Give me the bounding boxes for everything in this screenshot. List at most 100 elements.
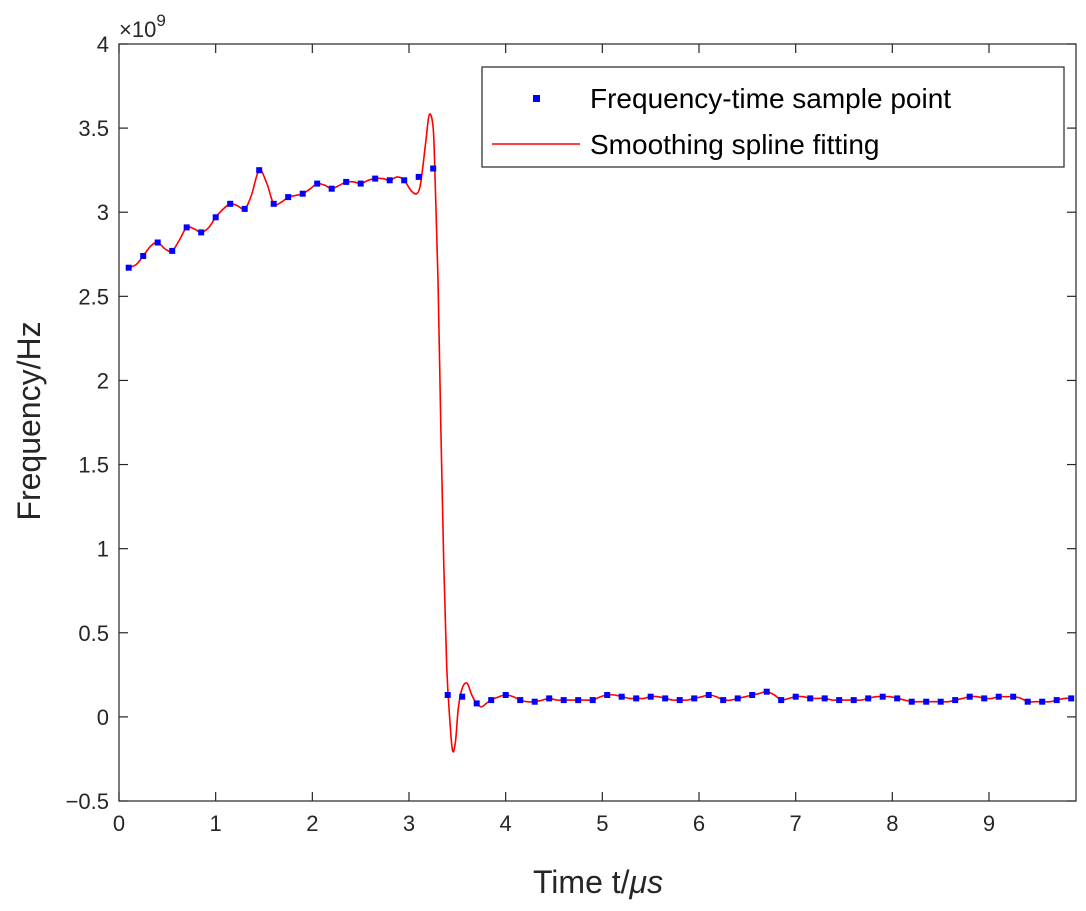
sample-point: [386, 177, 393, 184]
y-tick-label: 3: [97, 200, 109, 225]
legend-label-fit: Smoothing spline fitting: [590, 129, 880, 160]
sample-point: [879, 693, 886, 700]
sample-point: [531, 698, 538, 705]
sample-point: [662, 695, 669, 702]
x-tick-label: 4: [500, 811, 512, 836]
sample-point: [430, 165, 437, 172]
y-axis-exponent-power: 9: [156, 11, 165, 30]
sample-point: [1010, 693, 1017, 700]
sample-point: [966, 693, 973, 700]
sample-point: [923, 698, 930, 705]
y-tick-label: 0.5: [78, 621, 109, 646]
sample-point: [328, 185, 335, 192]
sample-point: [1053, 697, 1060, 704]
sample-point: [256, 167, 263, 174]
y-tick-label: 2: [97, 368, 109, 393]
sample-point: [691, 695, 698, 702]
sample-point: [212, 214, 219, 221]
sample-point: [749, 692, 756, 698]
x-tick-label: 7: [790, 811, 802, 836]
sample-point: [575, 697, 582, 704]
y-tick-label: 1.5: [78, 453, 109, 478]
sample-point: [850, 697, 857, 704]
x-tick-label: 3: [403, 811, 415, 836]
sample-point: [807, 695, 814, 702]
sample-point: [720, 697, 727, 704]
x-tick-label: 6: [693, 811, 705, 836]
y-tick-label: 4: [97, 32, 109, 57]
sample-point: [633, 695, 640, 702]
sample-point: [1024, 698, 1031, 705]
sample-point: [285, 194, 292, 201]
sample-point: [241, 205, 248, 212]
sample-point: [778, 697, 785, 704]
sample-point: [981, 695, 988, 702]
sample-point: [836, 697, 843, 704]
x-axis-label-text: Time t/: [533, 864, 630, 900]
sample-point: [734, 695, 741, 702]
y-tick-label: 2.5: [78, 284, 109, 309]
sample-point: [473, 700, 480, 707]
sample-point: [372, 175, 379, 182]
sample-point: [227, 200, 234, 207]
y-axis-label: Frequency/Hz: [11, 321, 47, 520]
x-tick-label: 8: [886, 811, 898, 836]
x-axis-label: Time t/μs: [533, 864, 663, 900]
x-tick-label: 9: [983, 811, 995, 836]
x-tick-label: 1: [210, 811, 222, 836]
y-axis-exponent: ×109: [119, 11, 166, 42]
y-tick-label: 3.5: [78, 116, 109, 141]
x-tick-label: 5: [596, 811, 608, 836]
sample-point: [894, 695, 901, 702]
sample-point: [865, 695, 872, 702]
sample-point: [676, 697, 683, 704]
x-axis-label-unit: μs: [629, 864, 664, 900]
legend: Frequency-time sample point Smoothing sp…: [481, 66, 1065, 168]
sample-point: [517, 697, 524, 704]
sample-point: [952, 697, 959, 704]
sample-point: [589, 697, 596, 704]
sample-point: [198, 229, 205, 236]
sample-point: [908, 698, 915, 705]
sample-point: [763, 688, 770, 695]
legend-marker-samples: [533, 95, 540, 102]
sample-point: [459, 693, 466, 700]
sample-point: [705, 692, 712, 698]
sample-point: [792, 693, 799, 700]
sample-point: [401, 177, 408, 184]
legend-label-samples: Frequency-time sample point: [590, 83, 951, 114]
x-tick-label: 0: [113, 811, 125, 836]
x-tick-label: 2: [306, 811, 318, 836]
sample-point: [604, 692, 611, 698]
sample-point: [299, 190, 306, 197]
sample-point: [154, 239, 161, 246]
sample-point: [183, 224, 190, 231]
sample-point: [1068, 695, 1075, 702]
sample-point: [821, 695, 828, 702]
sample-points-layer: [125, 165, 1075, 707]
sample-point: [169, 247, 176, 254]
sample-point: [270, 200, 277, 207]
sample-point: [502, 692, 509, 698]
sample-point: [995, 693, 1002, 700]
sample-point: [357, 180, 364, 187]
plot-area: [118, 43, 1077, 802]
y-tick-label: 1: [97, 537, 109, 562]
sample-point: [314, 180, 321, 187]
y-tick-label: −0.5: [66, 789, 109, 814]
legend-box: [481, 66, 1065, 168]
y-axis-ticks: −0.5 0 0.5 1 1.5 2 2.5 3 3.5 4: [66, 32, 1076, 814]
sample-point: [444, 692, 451, 698]
sample-point: [125, 264, 132, 271]
sample-point: [140, 253, 147, 259]
sample-point: [488, 697, 495, 704]
y-axis-exponent-prefix: ×10: [119, 17, 156, 42]
sample-point: [647, 693, 654, 700]
sample-point: [937, 698, 944, 705]
sample-point: [560, 697, 567, 704]
sample-point: [618, 693, 625, 700]
sample-point: [1039, 698, 1046, 705]
x-axis-ticks: 0 1 2 3 4 5 6 7 8 9: [113, 44, 995, 836]
sample-point: [415, 173, 422, 180]
